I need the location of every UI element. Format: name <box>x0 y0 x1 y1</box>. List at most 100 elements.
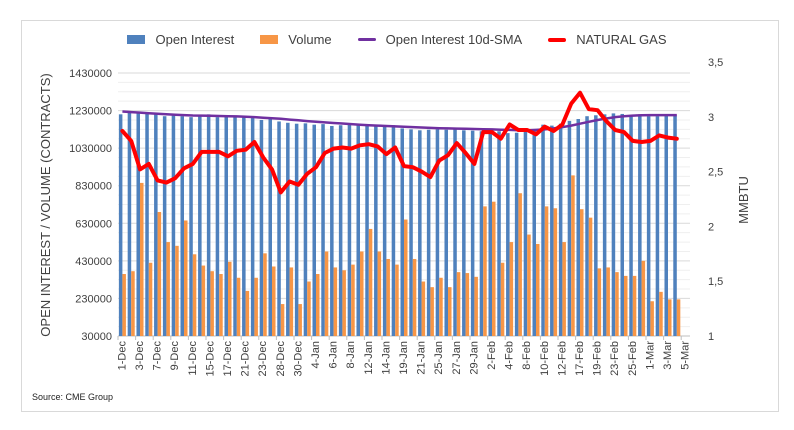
bar-open-interest <box>162 116 167 336</box>
bar-open-interest <box>400 128 404 336</box>
bar-volume <box>140 182 144 336</box>
bar-volume <box>650 301 654 336</box>
bar-volume <box>430 287 434 336</box>
bar-open-interest <box>303 123 308 337</box>
bar-volume <box>527 234 531 336</box>
bar-volume <box>184 220 188 336</box>
legend-swatch-volume <box>260 35 279 44</box>
legend-item-open-interest: Open Interest <box>127 32 234 47</box>
y-axis-right-title: MMBTU <box>736 176 751 224</box>
bar-volume <box>518 193 522 336</box>
y-tick-label: 1430000 <box>69 68 112 80</box>
legend-swatch-natural-gas <box>548 37 567 42</box>
bar-open-interest <box>611 113 616 336</box>
bar-volume <box>421 281 426 336</box>
bar-volume <box>624 275 628 336</box>
bar-open-interest <box>391 125 396 336</box>
y-tick-label: 230000 <box>75 293 112 305</box>
y-axis-left-ticks: 1430000 1230000 1030000 830000 630000 430000 2… <box>69 68 112 343</box>
x-tick-label: 6-Jan <box>328 341 340 369</box>
y2-tick-label: 2 <box>708 221 714 233</box>
source-note: Source: CME Group <box>32 392 114 402</box>
bar-open-interest <box>444 129 448 336</box>
x-tick-label: 29-Jan <box>468 341 480 375</box>
x-tick-label: 14-Jan <box>380 341 392 375</box>
x-tick-label: 3-Mar <box>662 341 674 370</box>
chart-legend: Open Interest Volume Open Interest 10d-S… <box>0 32 794 47</box>
bar-volume <box>351 264 355 336</box>
bar-volume <box>448 287 452 336</box>
bar-open-interest <box>409 129 413 336</box>
x-tick-label: 21-Dec <box>240 341 252 377</box>
x-tick-label: 23-Feb <box>609 341 621 376</box>
bar-open-interest <box>215 117 220 337</box>
x-tick-label: 12-Feb <box>556 341 568 376</box>
legend-label-sma: Open Interest 10d-SMA <box>385 32 523 47</box>
y2-tick-label: 3,5 <box>708 57 723 69</box>
bar-open-interest <box>189 117 193 337</box>
bar-volume <box>131 271 135 336</box>
x-tick-label: 28-Dec <box>275 341 287 377</box>
bar-volume <box>456 272 461 336</box>
bar-open-interest <box>550 125 554 336</box>
legend-label-volume: Volume <box>288 32 332 47</box>
bar-volume <box>228 261 232 336</box>
bar-volume <box>597 268 602 336</box>
bar-open-interest <box>382 125 387 336</box>
bar-open-interest <box>629 115 633 337</box>
bar-volume <box>201 265 206 336</box>
bar-open-interest <box>655 116 660 336</box>
x-tick-label: 23-Dec <box>257 341 269 377</box>
x-tick-label: 9-Dec <box>169 341 181 371</box>
bar-volume <box>676 299 681 336</box>
bar-volume <box>659 291 663 336</box>
x-tick-label: 1-Dec <box>116 341 128 371</box>
bar-volume <box>606 267 610 336</box>
bar-volume <box>562 242 566 336</box>
bar-volume <box>509 242 514 336</box>
bar-volume <box>386 258 390 336</box>
bar-volume <box>316 274 320 336</box>
bar-volume <box>474 276 478 336</box>
bar-volume <box>148 262 153 336</box>
bar-open-interest <box>664 115 668 337</box>
bar-volume <box>333 267 338 336</box>
legend-label-open-interest: Open Interest <box>155 32 235 47</box>
bar-open-interest <box>576 119 580 337</box>
bar-open-interest <box>620 113 624 337</box>
bar-volume <box>544 206 549 336</box>
bar-volume <box>245 290 250 336</box>
bar-volume <box>342 270 346 336</box>
y-tick-label: 30000 <box>81 331 112 343</box>
y-tick-label: 1030000 <box>69 143 112 155</box>
bar-volume <box>280 304 285 336</box>
bar-open-interest <box>532 130 536 336</box>
bar-open-interest <box>514 132 519 336</box>
bar-volume <box>236 277 241 336</box>
bar-volume <box>289 267 294 336</box>
bar-volume <box>404 219 408 336</box>
x-tick-label: 25-Jan <box>433 341 445 375</box>
x-tick-label: 25-Feb <box>627 341 639 376</box>
x-tick-label: 10-Feb <box>539 341 551 376</box>
bar-open-interest <box>506 133 510 336</box>
bar-volume <box>641 260 646 336</box>
bar-open-interest <box>558 123 563 336</box>
bar-volume <box>219 274 223 336</box>
x-tick-label: 2-Feb <box>486 341 498 370</box>
bar-volume <box>615 272 619 336</box>
bar-open-interest <box>321 124 325 337</box>
bar-open-interest <box>673 115 677 337</box>
bar-open-interest <box>312 124 316 337</box>
bar-open-interest <box>594 115 598 337</box>
bar-volume <box>192 254 197 336</box>
bar-open-interest <box>118 114 123 336</box>
x-tick-label: 11-Dec <box>187 341 199 376</box>
x-tick-label: 5-Mar <box>680 341 692 370</box>
x-tick-label: 12-Jan <box>363 341 375 375</box>
legend-swatch-sma <box>357 38 376 41</box>
bars <box>118 111 681 337</box>
bar-open-interest <box>462 130 466 336</box>
x-tick-label: 19-Feb <box>592 341 604 376</box>
bar-open-interest <box>374 124 378 337</box>
